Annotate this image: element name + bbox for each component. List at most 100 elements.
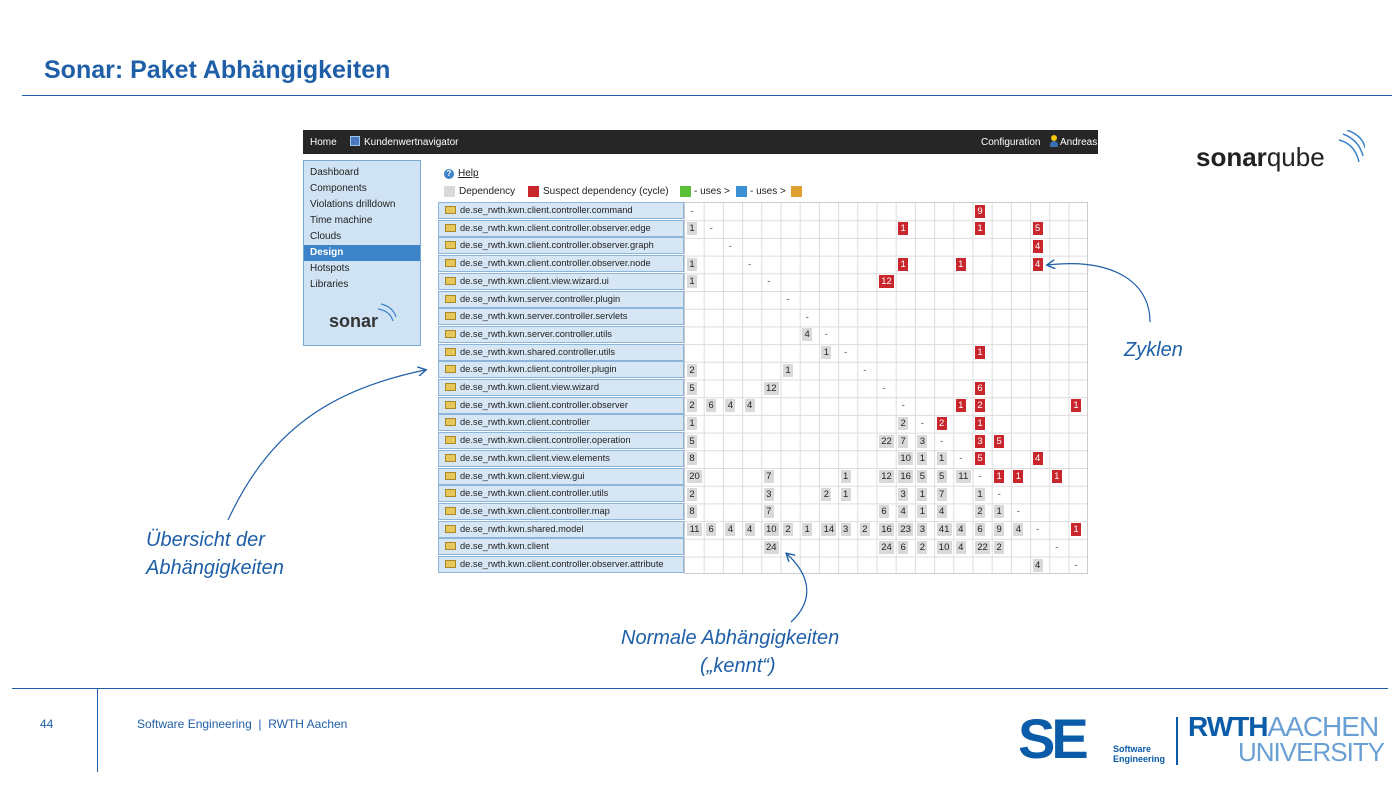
dependency-cell[interactable]: 7 [763,505,774,519]
cycle-dependency-cell[interactable]: 5 [975,452,985,466]
dependency-cell[interactable]: 1 [917,505,928,519]
dependency-cell[interactable]: 22 [879,434,894,448]
dependency-cell[interactable]: 1 [687,222,697,236]
dependency-cell[interactable]: 1 [917,487,928,501]
dependency-cell[interactable]: 1 [917,452,928,466]
sidebar-item-hotspots[interactable]: Hotspots [310,263,350,274]
package-row[interactable]: de.se_rwth.kwn.client.view.elements [438,449,684,467]
dependency-cell[interactable]: 2 [994,540,1005,554]
dependency-cell[interactable]: 3 [917,523,928,537]
cycle-dependency-cell[interactable]: 1 [1013,470,1024,483]
dependency-cell[interactable]: 7 [898,434,909,448]
cycle-dependency-cell[interactable]: 5 [994,434,1005,448]
dependency-cell[interactable]: 16 [879,523,894,537]
package-row[interactable]: de.se_rwth.kwn.client.controller.observe… [438,556,684,573]
package-row[interactable]: de.se_rwth.kwn.shared.model [438,520,684,538]
dependency-cell[interactable]: 3 [840,523,851,537]
dependency-cell[interactable]: 4 [725,523,736,537]
cycle-dependency-cell[interactable]: 1 [975,222,985,236]
cycle-dependency-cell[interactable]: 2 [936,416,947,430]
cycle-dependency-cell[interactable]: 1 [898,222,909,236]
dependency-cell[interactable]: 4 [1032,558,1043,572]
dependency-cell[interactable]: 5 [936,470,947,483]
cycle-dependency-cell[interactable]: 1 [955,257,966,271]
cycle-dependency-cell[interactable]: 1 [975,346,985,360]
dependency-cell[interactable]: 4 [955,523,966,537]
dependency-cell[interactable]: 16 [898,470,914,483]
package-row[interactable]: de.se_rwth.kwn.client.controller.observe… [438,237,684,255]
dependency-cell[interactable]: 2 [687,487,697,501]
cycle-dependency-cell[interactable]: 4 [1032,452,1043,466]
dependency-cell[interactable]: 11 [955,470,971,483]
dependency-cell[interactable]: 22 [975,540,990,554]
nav-project-link[interactable]: Kundenwertnavigator [364,137,459,148]
dependency-cell[interactable]: 6 [706,523,717,537]
help-icon[interactable]: ? [444,169,454,179]
sidebar-item-components[interactable]: Components [310,183,367,194]
cycle-dependency-cell[interactable]: 5 [1032,222,1043,236]
dependency-cell[interactable]: 1 [936,452,947,466]
dependency-cell[interactable]: 4 [802,328,813,342]
cycle-dependency-cell[interactable]: 1 [975,416,985,430]
nav-home-link[interactable]: Home [310,137,337,148]
cycle-dependency-cell[interactable]: 3 [975,434,985,448]
help-link[interactable]: Help [458,168,479,179]
cycle-dependency-cell[interactable]: 9 [975,204,985,218]
nav-configuration-link[interactable]: Configuration [981,137,1041,148]
dependency-cell[interactable]: 4 [725,399,736,413]
cycle-dependency-cell[interactable]: 1 [1071,399,1081,413]
package-row[interactable]: de.se_rwth.kwn.client.controller.utils [438,485,684,503]
dependency-cell[interactable]: 1 [783,363,793,377]
dependency-cell[interactable]: 1 [687,416,697,430]
dependency-cell[interactable]: 12 [879,470,894,483]
dependency-cell[interactable]: 4 [936,505,947,519]
dependency-cell[interactable]: 24 [879,540,894,554]
sidebar-item-design[interactable]: Design [304,245,420,261]
package-row[interactable]: de.se_rwth.kwn.client.controller.observe… [438,219,684,237]
dependency-cell[interactable]: 4 [744,399,755,413]
dependency-cell[interactable]: 10 [936,540,952,554]
dependency-cell[interactable]: 2 [975,505,985,519]
dependency-cell[interactable]: 2 [687,363,697,377]
dependency-cell[interactable]: 41 [936,523,952,537]
package-row[interactable]: de.se_rwth.kwn.client.controller [438,414,684,432]
dependency-cell[interactable]: 7 [763,470,774,483]
dependency-cell[interactable]: 3 [917,434,928,448]
sidebar-item-time-machine[interactable]: Time machine [310,215,373,226]
dependency-cell[interactable]: 5 [917,470,928,483]
dependency-cell[interactable]: 1 [975,487,985,501]
package-row[interactable]: de.se_rwth.kwn.server.controller.plugin [438,290,684,308]
cycle-dependency-cell[interactable]: 4 [1032,239,1043,253]
package-row[interactable]: de.se_rwth.kwn.client.controller.operati… [438,432,684,450]
package-row[interactable]: de.se_rwth.kwn.server.controller.utils [438,325,684,343]
dependency-cell[interactable]: 24 [763,540,779,554]
dependency-cell[interactable]: 8 [687,505,697,519]
dependency-cell[interactable]: 4 [955,540,966,554]
cycle-dependency-cell[interactable]: 1 [1051,470,1062,483]
dependency-cell[interactable]: 2 [859,523,870,537]
dependency-cell[interactable]: 5 [687,434,697,448]
cycle-dependency-cell[interactable]: 2 [975,399,985,413]
dependency-cell[interactable]: 5 [687,381,697,395]
dependency-cell[interactable]: 10 [898,452,914,466]
dependency-cell[interactable]: 2 [783,523,793,537]
cycle-dependency-cell[interactable]: 12 [879,275,894,289]
dependency-cell[interactable]: 1 [687,275,697,289]
dependency-cell[interactable]: 1 [687,257,697,271]
package-row[interactable]: de.se_rwth.kwn.client.controller.observe… [438,255,684,273]
cycle-dependency-cell[interactable]: 6 [975,381,985,395]
sidebar-item-dashboard[interactable]: Dashboard [310,167,359,178]
dependency-cell[interactable]: 6 [879,505,889,519]
dependency-cell[interactable]: 6 [898,540,909,554]
dependency-cell[interactable]: 2 [687,399,697,413]
dependency-cell[interactable]: 9 [994,523,1005,537]
dependency-cell[interactable]: 1 [802,523,813,537]
package-row[interactable]: de.se_rwth.kwn.client [438,538,684,556]
dependency-cell[interactable]: 1 [840,470,851,483]
cycle-dependency-cell[interactable]: 1 [955,399,966,413]
package-row[interactable]: de.se_rwth.kwn.client.controller.map [438,502,684,520]
dependency-cell[interactable]: 2 [917,540,928,554]
dependency-cell[interactable]: 20 [687,470,702,483]
package-row[interactable]: de.se_rwth.kwn.client.controller.plugin [438,361,684,379]
dependency-cell[interactable]: 1 [840,487,851,501]
